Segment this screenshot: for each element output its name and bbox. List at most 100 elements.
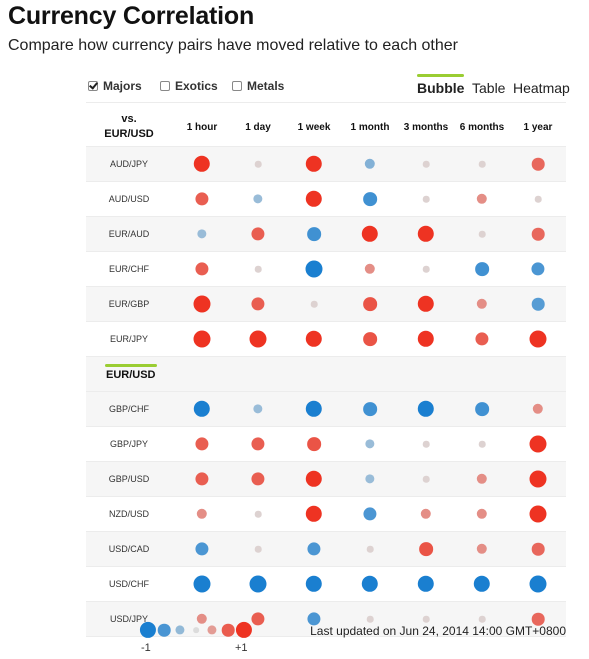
correlation-bubble-usd-cad-1-day[interactable] bbox=[254, 545, 262, 553]
exotics-checkbox[interactable]: Exotics bbox=[160, 79, 218, 93]
correlation-bubble-gbp-usd-6-months[interactable] bbox=[476, 473, 488, 485]
correlation-bubble-aud-jpy-3-months[interactable] bbox=[422, 160, 430, 168]
correlation-bubble-gbp-usd-3-months[interactable] bbox=[422, 475, 430, 483]
correlation-bubble-gbp-chf-3-months[interactable] bbox=[417, 400, 435, 418]
majors-checkbox-box[interactable] bbox=[88, 81, 98, 91]
pair-label[interactable]: EUR/JPY bbox=[109, 334, 148, 344]
correlation-bubble-gbp-usd-1-day[interactable] bbox=[251, 472, 265, 486]
correlation-bubble-eur-chf-1-hour[interactable] bbox=[195, 262, 209, 276]
column-header-1-day[interactable]: 1 day bbox=[245, 122, 271, 133]
correlation-bubble-aud-usd-6-months[interactable] bbox=[476, 193, 488, 205]
correlation-bubble-aud-usd-1-year[interactable] bbox=[534, 195, 542, 203]
pair-label[interactable]: USD/JPY bbox=[109, 614, 148, 624]
correlation-bubble-usd-chf-6-months[interactable] bbox=[473, 575, 491, 593]
correlation-bubble-usd-jpy-1-month[interactable] bbox=[366, 615, 374, 623]
correlation-bubble-aud-usd-1-week[interactable] bbox=[305, 190, 323, 208]
column-header-1-hour[interactable]: 1 hour bbox=[186, 122, 218, 133]
correlation-bubble-eur-jpy-1-day[interactable] bbox=[249, 330, 267, 348]
correlation-bubble-nzd-usd-3-months[interactable] bbox=[420, 508, 432, 520]
correlation-bubble-gbp-chf-1-year[interactable] bbox=[532, 403, 544, 415]
correlation-bubble-gbp-usd-1-year[interactable] bbox=[529, 470, 547, 488]
correlation-bubble-aud-jpy-1-day[interactable] bbox=[254, 160, 262, 168]
correlation-bubble-gbp-usd-1-hour[interactable] bbox=[195, 472, 209, 486]
column-header-1-week[interactable]: 1 week bbox=[297, 122, 331, 133]
correlation-bubble-aud-usd-1-hour[interactable] bbox=[195, 192, 209, 206]
correlation-bubble-eur-gbp-3-months[interactable] bbox=[417, 295, 435, 313]
metals-checkbox[interactable]: Metals bbox=[232, 79, 284, 93]
correlation-bubble-nzd-usd-1-month[interactable] bbox=[363, 507, 377, 521]
correlation-bubble-aud-jpy-1-hour[interactable] bbox=[193, 155, 211, 173]
correlation-bubble-usd-jpy-6-months[interactable] bbox=[478, 615, 486, 623]
correlation-bubble-gbp-chf-1-hour[interactable] bbox=[193, 400, 211, 418]
correlation-bubble-eur-gbp-1-week[interactable] bbox=[310, 300, 318, 308]
correlation-bubble-gbp-chf-1-week[interactable] bbox=[305, 400, 323, 418]
correlation-bubble-usd-chf-1-week[interactable] bbox=[305, 575, 323, 593]
correlation-bubble-eur-gbp-6-months[interactable] bbox=[476, 298, 488, 310]
exotics-checkbox-box[interactable] bbox=[160, 81, 170, 91]
correlation-bubble-eur-chf-1-week[interactable] bbox=[305, 260, 323, 278]
base-pair-row[interactable]: EUR/USD bbox=[86, 357, 566, 392]
correlation-bubble-gbp-usd-1-month[interactable] bbox=[365, 474, 375, 484]
correlation-bubble-usd-cad-1-hour[interactable] bbox=[195, 542, 209, 556]
column-header-6-months[interactable]: 6 months bbox=[459, 122, 505, 133]
correlation-bubble-aud-usd-1-month[interactable] bbox=[363, 192, 377, 206]
pair-label[interactable]: GBP/USD bbox=[108, 474, 150, 484]
correlation-bubble-gbp-jpy-1-hour[interactable] bbox=[195, 437, 209, 451]
correlation-bubble-gbp-jpy-1-day[interactable] bbox=[251, 437, 265, 451]
view-tab-bubble[interactable]: Bubble bbox=[417, 74, 465, 96]
correlation-bubble-usd-jpy-1-hour[interactable] bbox=[196, 613, 208, 625]
correlation-bubble-usd-jpy-1-week[interactable] bbox=[307, 612, 321, 626]
correlation-bubble-eur-aud-1-day[interactable] bbox=[251, 227, 265, 241]
correlation-bubble-usd-jpy-1-year[interactable] bbox=[531, 612, 545, 626]
column-header-1-month[interactable]: 1 month bbox=[350, 122, 390, 133]
correlation-bubble-eur-jpy-1-hour[interactable] bbox=[193, 330, 211, 348]
correlation-bubble-aud-usd-3-months[interactable] bbox=[422, 195, 430, 203]
correlation-bubble-eur-gbp-1-month[interactable] bbox=[363, 297, 377, 311]
pair-label[interactable]: USD/CHF bbox=[109, 579, 149, 589]
correlation-bubble-gbp-jpy-1-week[interactable] bbox=[307, 437, 321, 451]
correlation-bubble-eur-aud-1-month[interactable] bbox=[361, 225, 379, 243]
correlation-bubble-gbp-chf-6-months[interactable] bbox=[475, 402, 489, 416]
correlation-bubble-usd-cad-1-week[interactable] bbox=[307, 542, 321, 556]
correlation-bubble-eur-chf-6-months[interactable] bbox=[475, 262, 489, 276]
correlation-bubble-eur-gbp-1-day[interactable] bbox=[251, 297, 265, 311]
pair-label[interactable]: USD/CAD bbox=[108, 544, 150, 554]
correlation-bubble-usd-cad-1-year[interactable] bbox=[531, 542, 545, 556]
pair-label[interactable]: GBP/JPY bbox=[109, 439, 148, 449]
pair-label[interactable]: GBP/CHF bbox=[108, 404, 149, 414]
correlation-bubble-aud-jpy-1-month[interactable] bbox=[364, 158, 376, 170]
correlation-bubble-eur-jpy-3-months[interactable] bbox=[417, 330, 435, 348]
correlation-bubble-eur-gbp-1-hour[interactable] bbox=[193, 295, 211, 313]
correlation-bubble-eur-aud-1-week[interactable] bbox=[307, 227, 321, 241]
majors-checkbox[interactable]: Majors bbox=[88, 79, 142, 93]
correlation-bubble-nzd-usd-1-hour[interactable] bbox=[196, 508, 208, 520]
correlation-bubble-eur-aud-6-months[interactable] bbox=[478, 230, 486, 238]
correlation-bubble-eur-aud-1-year[interactable] bbox=[531, 227, 545, 241]
correlation-bubble-usd-jpy-3-months[interactable] bbox=[422, 615, 430, 623]
correlation-bubble-nzd-usd-1-year[interactable] bbox=[529, 505, 547, 523]
correlation-bubble-usd-cad-3-months[interactable] bbox=[419, 542, 433, 556]
correlation-bubble-eur-jpy-1-month[interactable] bbox=[363, 332, 377, 346]
column-header-3-months[interactable]: 3 months bbox=[403, 122, 449, 133]
correlation-bubble-eur-chf-1-day[interactable] bbox=[254, 265, 262, 273]
correlation-bubble-usd-chf-1-hour[interactable] bbox=[193, 575, 211, 593]
pair-label[interactable]: EUR/AUD bbox=[108, 229, 150, 239]
correlation-bubble-gbp-jpy-6-months[interactable] bbox=[478, 440, 486, 448]
correlation-bubble-eur-aud-3-months[interactable] bbox=[417, 225, 435, 243]
correlation-bubble-eur-gbp-1-year[interactable] bbox=[531, 297, 545, 311]
correlation-bubble-usd-cad-6-months[interactable] bbox=[476, 543, 488, 555]
correlation-bubble-aud-jpy-1-year[interactable] bbox=[531, 157, 545, 171]
correlation-bubble-usd-chf-1-year[interactable] bbox=[529, 575, 547, 593]
view-tab-table[interactable]: Table bbox=[472, 80, 506, 96]
correlation-bubble-eur-jpy-1-week[interactable] bbox=[305, 330, 323, 348]
correlation-bubble-nzd-usd-6-months[interactable] bbox=[476, 508, 488, 520]
correlation-bubble-gbp-jpy-1-year[interactable] bbox=[529, 435, 547, 453]
correlation-bubble-nzd-usd-1-day[interactable] bbox=[254, 510, 262, 518]
correlation-bubble-aud-jpy-6-months[interactable] bbox=[478, 160, 486, 168]
correlation-bubble-gbp-chf-1-day[interactable] bbox=[253, 404, 263, 414]
correlation-bubble-gbp-jpy-3-months[interactable] bbox=[422, 440, 430, 448]
view-tab-heatmap[interactable]: Heatmap bbox=[513, 80, 570, 96]
correlation-bubble-eur-jpy-6-months[interactable] bbox=[475, 332, 489, 346]
correlation-bubble-usd-jpy-1-day[interactable] bbox=[251, 612, 265, 626]
pair-label[interactable]: AUD/USD bbox=[108, 194, 150, 204]
